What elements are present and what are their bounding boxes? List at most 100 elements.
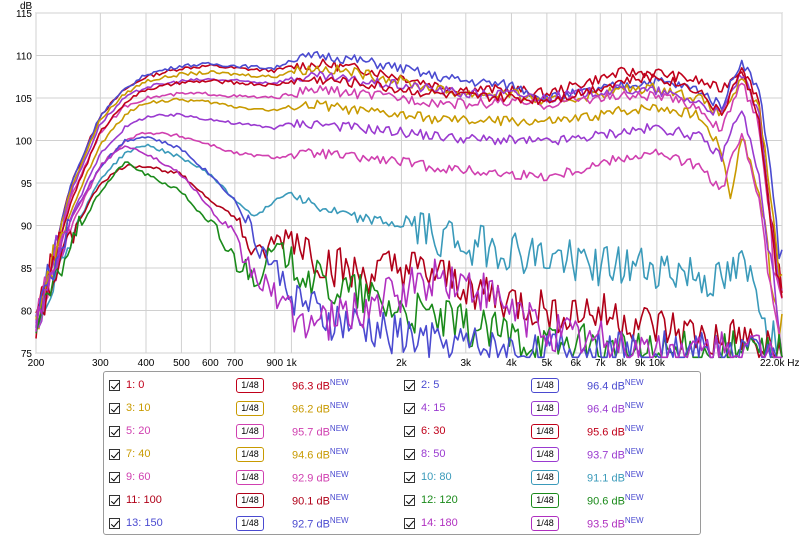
smoothing-button[interactable]: 1/48	[231, 492, 269, 508]
smoothing-label: 1/48	[241, 448, 259, 459]
smoothing-label: 1/48	[536, 448, 554, 459]
spl-value-text: 96.3 dB	[292, 380, 330, 393]
smoothing-button[interactable]: 1/48	[526, 469, 564, 485]
new-badge: NEW	[624, 377, 644, 387]
smoothing-label: 1/48	[536, 517, 554, 528]
visibility-checkbox[interactable]	[109, 402, 120, 414]
smoothing-label: 1/48	[241, 402, 259, 413]
legend-item: 4: 15 1/48 96.4 dBNEW	[404, 398, 667, 418]
smoothing-button[interactable]: 1/48	[231, 377, 269, 393]
smoothing-button[interactable]: 1/48	[526, 377, 564, 393]
series-line	[35, 131, 783, 358]
y-tick-label: 90	[21, 222, 33, 233]
legend-item: 10: 80 1/48 91.1 dBNEW	[404, 467, 667, 487]
smoothing-button[interactable]: 1/48	[526, 492, 564, 508]
new-badge: NEW	[624, 492, 644, 502]
visibility-checkbox[interactable]	[109, 494, 120, 506]
smoothing-label: 1/48	[241, 379, 259, 390]
new-badge: NEW	[329, 469, 349, 479]
x-tick-label: 900	[266, 358, 283, 369]
legend-series-label: 8: 50	[421, 448, 446, 460]
new-badge: NEW	[624, 469, 644, 479]
smoothing-label: 1/48	[241, 494, 259, 505]
smoothing-button[interactable]: 1/48	[231, 423, 269, 439]
spl-value: 90.1 dBNEW	[292, 493, 372, 508]
series-line	[35, 51, 783, 317]
spl-value: 93.5 dBNEW	[587, 516, 667, 531]
smoothing-button[interactable]: 1/48	[231, 515, 269, 531]
spl-value-text: 94.6 dB	[292, 449, 330, 462]
spl-value: 95.6 dBNEW	[587, 424, 667, 439]
visibility-checkbox[interactable]	[404, 425, 415, 437]
spl-value-text: 95.6 dB	[587, 426, 625, 439]
y-tick-label: 75	[21, 349, 33, 360]
legend-series-label: 10: 80	[421, 471, 452, 483]
visibility-checkbox[interactable]	[109, 379, 120, 391]
smoothing-button[interactable]: 1/48	[231, 400, 269, 416]
legend-item: 1: 0 1/48 96.3 dBNEW	[109, 375, 372, 395]
new-badge: NEW	[329, 400, 349, 410]
series-line	[35, 82, 783, 327]
visibility-checkbox[interactable]	[404, 402, 415, 414]
visibility-checkbox[interactable]	[404, 448, 415, 460]
frequency-response-chart: 75 80 85 90 95 100 105 110 115 200 300 400 500 600 700…	[15, 1, 799, 369]
x-tick-label: 22.0k Hz	[760, 358, 799, 369]
x-tick-label: 500	[173, 358, 190, 369]
new-badge: NEW	[624, 515, 644, 525]
visibility-checkbox[interactable]	[109, 471, 120, 483]
legend-panel: 1: 0 1/48 96.3 dBNEW 2: 5 1/48 96.4 dBNEW 3: 1…	[103, 371, 701, 535]
series-lines	[35, 51, 783, 359]
x-tick-label: 3k	[461, 358, 473, 369]
spl-value: 90.6 dBNEW	[587, 493, 667, 508]
visibility-checkbox[interactable]	[109, 425, 120, 437]
x-tick-label: 9k	[635, 358, 647, 369]
smoothing-label: 1/48	[241, 517, 259, 528]
series-line	[35, 136, 782, 359]
y-tick-label: 115	[16, 9, 32, 20]
smoothing-label: 1/48	[241, 471, 259, 482]
smoothing-button[interactable]: 1/48	[526, 446, 564, 462]
new-badge: NEW	[624, 400, 644, 410]
legend-item: 7: 40 1/48 94.6 dBNEW	[109, 444, 372, 464]
x-tick-label: 300	[92, 358, 109, 369]
visibility-checkbox[interactable]	[404, 494, 415, 506]
legend-series-label: 3: 10	[126, 402, 151, 414]
x-tick-label: 600	[202, 358, 219, 369]
visibility-checkbox[interactable]	[109, 448, 120, 460]
smoothing-button[interactable]: 1/48	[231, 446, 269, 462]
smoothing-label: 1/48	[536, 379, 554, 390]
visibility-checkbox[interactable]	[404, 517, 415, 529]
y-tick-label: 105	[15, 94, 32, 105]
new-badge: NEW	[329, 377, 349, 387]
legend-series-label: 6: 30	[421, 425, 446, 437]
smoothing-label: 1/48	[536, 425, 554, 436]
spl-value: 91.1 dBNEW	[587, 470, 667, 485]
legend-item: 9: 60 1/48 92.9 dBNEW	[109, 467, 372, 487]
series-line	[35, 143, 783, 358]
smoothing-label: 1/48	[536, 402, 554, 413]
spl-value: 96.2 dBNEW	[292, 401, 372, 416]
smoothing-button[interactable]: 1/48	[526, 423, 564, 439]
spl-value: 96.3 dBNEW	[292, 378, 372, 393]
visibility-checkbox[interactable]	[109, 517, 120, 529]
legend-series-label: 13: 150	[126, 517, 163, 529]
legend-item: 12: 120 1/48 90.6 dBNEW	[404, 490, 667, 510]
spl-value-text: 91.1 dB	[587, 472, 625, 485]
smoothing-button[interactable]: 1/48	[526, 515, 564, 531]
smoothing-button[interactable]: 1/48	[526, 400, 564, 416]
visibility-checkbox[interactable]	[404, 379, 415, 391]
smoothing-button[interactable]: 1/48	[231, 469, 269, 485]
x-tick-label: 4k	[506, 358, 518, 369]
legend-series-label: 14: 180	[421, 517, 458, 529]
spl-value-text: 96.4 dB	[587, 403, 625, 416]
spl-value-text: 95.7 dB	[292, 426, 330, 439]
y-tick-label: 80	[21, 307, 33, 318]
spl-value: 95.7 dBNEW	[292, 424, 372, 439]
visibility-checkbox[interactable]	[404, 471, 415, 483]
legend-item: 11: 100 1/48 90.1 dBNEW	[109, 490, 372, 510]
grid	[35, 12, 783, 354]
x-tick-label: 7k	[595, 358, 607, 369]
spl-value-text: 96.4 dB	[587, 380, 625, 393]
x-tick-label: 6k	[571, 358, 583, 369]
legend-series-label: 9: 60	[126, 471, 151, 483]
